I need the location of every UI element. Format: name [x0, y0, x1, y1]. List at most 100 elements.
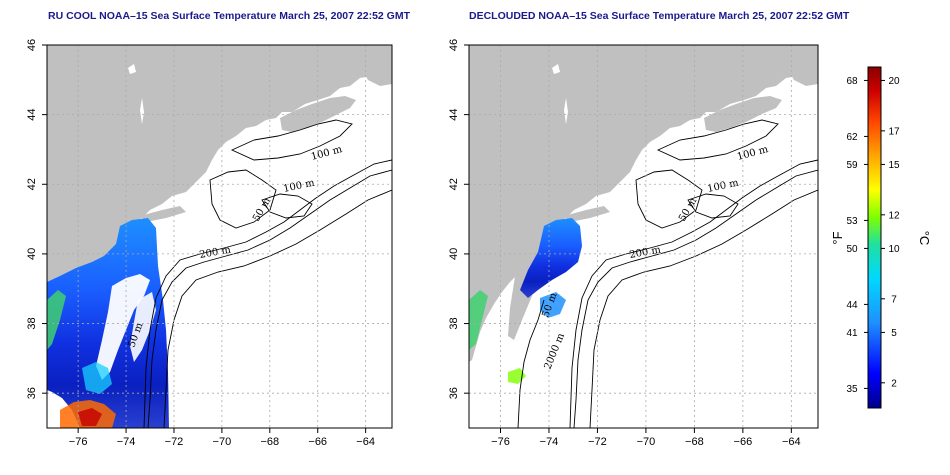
- colorbar-celsius-label: 5: [891, 328, 897, 339]
- left-x-tick-label: −64: [356, 436, 375, 448]
- left-contour-2000m: [163, 189, 392, 428]
- left-x-tick-label: −76: [69, 436, 88, 448]
- colorbar-fahrenheit-label: 50: [846, 244, 858, 255]
- colorbar-ticks: 20 17 15 12 10 7 5 2 68 62 59 53 50 44 41 35: [846, 76, 900, 395]
- right-warm-spot: [508, 368, 526, 384]
- right-lake-champlain: [564, 98, 568, 124]
- right-x-tick-label: −76: [491, 436, 510, 448]
- colorbar: 20 17 15 12 10 7 5 2 68 62 59 53 50 44 41 35 °F °C: [830, 66, 932, 409]
- right-contour-slope: [517, 299, 545, 428]
- right-x-tick-label: −66: [734, 436, 753, 448]
- right-land-long-island: [564, 206, 610, 222]
- left-contour-100m: [143, 159, 392, 428]
- right-sst-patch-south: [540, 292, 566, 318]
- left-cloud-mask: [96, 274, 150, 380]
- colorbar-fahrenheit-label: 44: [846, 300, 858, 311]
- right-contour-200m: [573, 169, 818, 428]
- right-land-newfoundland-tip: [786, 58, 818, 86]
- left-depth-label-100m-b: 100 m: [282, 177, 316, 194]
- colorbar-celsius-label: 10: [888, 244, 900, 255]
- left-land-nova-scotia: [280, 96, 356, 132]
- left-map-gridlines: [47, 44, 392, 428]
- left-x-tick-label: −68: [260, 436, 279, 448]
- right-contour-basin: [687, 193, 739, 219]
- left-cool-shelf: [82, 362, 112, 394]
- left-map-axes: −76 −74 −72 −70 −68 −66 −64 36 38 40 42 44 46: [26, 39, 375, 448]
- left-warm-core: [78, 408, 102, 426]
- left-y-tick-label: 36: [26, 387, 38, 399]
- left-contour-200m: [147, 169, 392, 428]
- left-x-tick-label: −70: [213, 436, 232, 448]
- left-contour-basin: [261, 193, 313, 219]
- right-x-tick-label: −68: [685, 436, 704, 448]
- left-land-mainland: [47, 45, 392, 362]
- left-y-tick-label: 40: [26, 248, 38, 260]
- right-map-panel: 100 m 100 m 50 m 200 m 50 m 2000 m −76 −7…: [448, 39, 819, 448]
- colorbar-celsius-label: 20: [888, 76, 900, 87]
- right-depth-label-100m-b: 100 m: [706, 177, 740, 194]
- right-depth-label-200m: 200 m: [629, 245, 663, 261]
- left-cloud-mask-2: [130, 292, 156, 362]
- colorbar-celsius-label: 2: [891, 378, 897, 389]
- right-sst-shelf: [520, 218, 582, 298]
- right-y-tick-label: 36: [448, 387, 460, 399]
- right-x-tick-label: −64: [782, 436, 801, 448]
- right-x-tick-label: −74: [540, 436, 559, 448]
- left-lake-champlain: [140, 98, 144, 124]
- right-land-nova-scotia: [704, 96, 782, 132]
- left-y-tick-label: 44: [26, 109, 38, 121]
- right-y-tick-label: 40: [448, 248, 460, 260]
- colorbar-fahrenheit-label: 41: [846, 328, 858, 339]
- right-contour-2000m: [589, 189, 818, 428]
- left-y-tick-label: 46: [26, 39, 38, 51]
- colorbar-ramp: [867, 66, 882, 409]
- colorbar-celsius-label: 12: [888, 210, 900, 221]
- right-y-tick-label: 44: [448, 109, 460, 121]
- colorbar-celsius-label: 17: [888, 126, 900, 137]
- right-map-axes: −76 −74 −72 −70 −68 −66 −64 36 38 40 42 44 46: [448, 39, 801, 448]
- left-map-content: 100 m 100 m 50 m 200 m 50 m: [47, 45, 392, 428]
- left-y-tick-label: 38: [26, 317, 38, 329]
- left-depth-label-100m-a: 100 m: [310, 144, 344, 163]
- left-y-tick-label: 42: [26, 178, 38, 190]
- left-depth-contours: [143, 119, 392, 428]
- right-depth-contours: [517, 119, 818, 428]
- left-map-panel: 100 m 100 m 50 m 200 m 50 m −76 −74 −72 −70…: [26, 39, 393, 448]
- right-x-tick-label: −72: [588, 436, 607, 448]
- left-contour-bank: [230, 119, 353, 161]
- right-map-content: 100 m 100 m 50 m 200 m 50 m 2000 m: [469, 45, 818, 428]
- right-y-tick-label: 46: [448, 39, 460, 51]
- left-bay-water: [47, 290, 66, 350]
- right-bay-water: [469, 290, 488, 350]
- colorbar-fahrenheit-label: 68: [846, 76, 858, 87]
- right-map-title: DECLOUDED NOAA–15 Sea Surface Temperatur…: [469, 10, 850, 22]
- left-x-tick-label: −74: [117, 436, 136, 448]
- right-contour-100m: [569, 159, 818, 428]
- colorbar-fahrenheit-unit: °F: [830, 231, 845, 244]
- right-y-tick-label: 42: [448, 178, 460, 190]
- left-map-frame: [46, 44, 393, 429]
- colorbar-celsius-label: 15: [888, 160, 900, 171]
- left-land-long-island: [140, 206, 186, 222]
- left-land-newfoundland-tip: [360, 58, 392, 86]
- left-x-tick-label: −72: [165, 436, 184, 448]
- right-depth-label-100m-a: 100 m: [736, 144, 770, 163]
- right-contour-50m: [635, 169, 703, 229]
- right-y-tick-label: 38: [448, 317, 460, 329]
- right-x-tick-label: −70: [637, 436, 656, 448]
- colorbar-fahrenheit-label: 35: [846, 384, 858, 395]
- colorbar-fahrenheit-label: 59: [846, 160, 858, 171]
- colorbar-celsius-unit: °C: [917, 231, 932, 246]
- left-x-tick-label: −66: [308, 436, 327, 448]
- left-lake: [128, 64, 136, 74]
- right-lake: [552, 64, 560, 74]
- right-depth-label-2000m: 2000 m: [543, 331, 568, 371]
- right-land-mainland: [469, 45, 818, 362]
- colorbar-fahrenheit-label: 53: [846, 216, 858, 227]
- right-contour-bank: [656, 119, 779, 161]
- left-map-title: RU COOL NOAA–15 Sea Surface Temperature …: [48, 10, 411, 22]
- right-map-frame: [468, 44, 819, 429]
- colorbar-celsius-label: 7: [891, 294, 897, 305]
- colorbar-fahrenheit-label: 62: [846, 132, 858, 143]
